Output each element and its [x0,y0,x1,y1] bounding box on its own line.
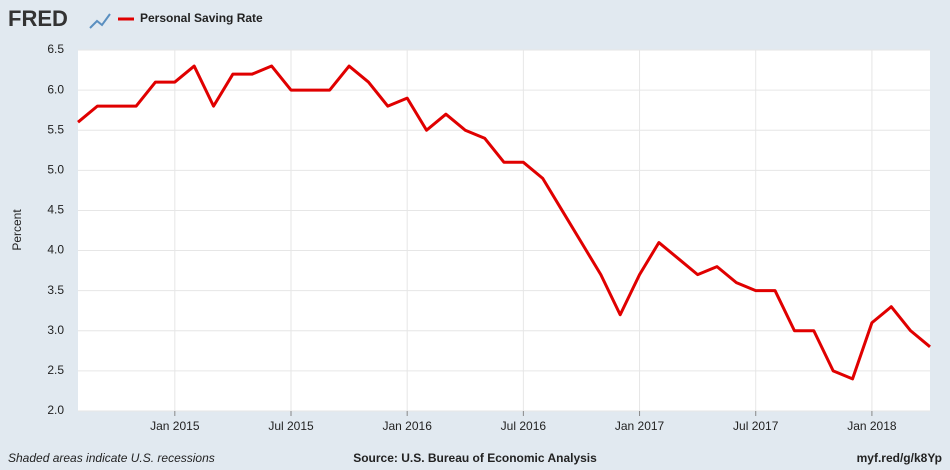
footer-link: myf.red/g/k8Yp [857,451,942,465]
y-tick-label: 6.5 [47,42,64,56]
y-tick-label: 2.0 [47,403,64,417]
y-tick-label: 2.5 [47,363,64,377]
x-tick-label: Jan 2016 [382,419,432,433]
y-tick-label: 4.0 [47,243,64,257]
footer-note: Shaded areas indicate U.S. recessions [8,451,215,465]
data-line [77,64,931,381]
y-tick-label: 6.0 [47,82,64,96]
y-tick-label: 3.0 [47,323,64,337]
logo-icon [89,13,111,29]
plot-area [78,50,930,411]
legend-label: Personal Saving Rate [140,11,263,25]
y-tick-label: 4.5 [47,203,64,217]
y-tick-label: 5.0 [47,163,64,177]
x-tick-label: Jul 2015 [268,419,314,433]
x-tick-label: Jan 2018 [847,419,897,433]
x-tick-label: Jan 2015 [150,419,200,433]
x-tick-label: Jan 2017 [615,419,665,433]
y-axis-label: Percent [10,209,24,251]
x-tick-label: Jul 2016 [501,419,547,433]
brand-logo: FRED [8,6,68,31]
footer-source: Source: U.S. Bureau of Economic Analysis [353,451,597,465]
y-tick-label: 5.5 [47,122,64,136]
y-tick-label: 3.5 [47,283,64,297]
x-tick-label: Jul 2017 [733,419,779,433]
